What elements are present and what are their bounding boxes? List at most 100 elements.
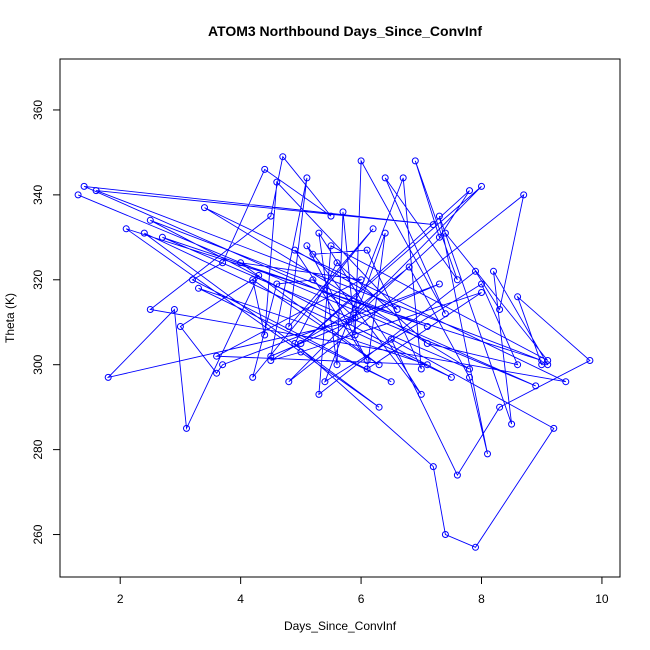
- data-point: [435, 233, 443, 241]
- data-point: [472, 267, 479, 275]
- x-tick-label: 10: [595, 592, 609, 606]
- y-tick-label: 260: [31, 524, 45, 544]
- plot-frame: [59, 58, 621, 578]
- data-marks: [74, 153, 594, 551]
- data-point: [466, 365, 473, 373]
- data-point: [261, 331, 269, 339]
- data-point: [291, 340, 299, 347]
- data-point: [429, 463, 437, 471]
- data-point: [369, 225, 377, 233]
- data-point: [393, 306, 401, 313]
- x-tick-label: 8: [478, 592, 485, 606]
- data-point: [249, 276, 257, 284]
- data-point: [333, 361, 341, 369]
- data-point: [170, 306, 178, 313]
- data-point: [363, 246, 371, 254]
- data-point: [333, 259, 341, 267]
- x-axis-label: Days_Since_ConvInf: [284, 619, 397, 633]
- data-point: [562, 378, 570, 386]
- data-point: [176, 323, 184, 330]
- data-point: [315, 390, 323, 398]
- data-point: [466, 187, 473, 195]
- data-point: [279, 153, 287, 161]
- data-point: [478, 280, 485, 288]
- data-point: [441, 310, 449, 318]
- data-point: [532, 382, 540, 390]
- data-point: [183, 424, 190, 432]
- x-tick-label: 2: [117, 592, 124, 606]
- data-point: [285, 323, 293, 330]
- data-point: [122, 225, 130, 233]
- data-point: [423, 361, 431, 369]
- data-point: [363, 365, 371, 373]
- data-point: [321, 378, 329, 386]
- data-point: [285, 378, 293, 386]
- data-point: [496, 403, 504, 411]
- data-point: [80, 182, 88, 190]
- data-point: [466, 373, 473, 381]
- series-line: [77, 155, 591, 548]
- data-point: [189, 276, 196, 284]
- data-point: [140, 229, 148, 237]
- data-point: [472, 543, 479, 551]
- data-point: [538, 361, 546, 369]
- data-point: [586, 357, 594, 364]
- y-tick-label: 320: [31, 269, 45, 289]
- data-point: [201, 204, 208, 212]
- data-point: [399, 174, 407, 182]
- chart-title: ATOM3 Northbound Days_Since_ConvInf: [208, 23, 482, 39]
- data-point: [267, 352, 275, 360]
- y-tick-label: 340: [31, 185, 45, 205]
- y-axis-label: Theta (K): [3, 293, 17, 343]
- data-point: [291, 246, 299, 254]
- data-point: [387, 378, 395, 386]
- data-point: [514, 293, 522, 301]
- y-tick-label: 300: [31, 354, 45, 374]
- data-point: [297, 348, 305, 356]
- data-point: [315, 229, 323, 237]
- data-point: [405, 263, 413, 271]
- data-point: [351, 306, 359, 313]
- data-point: [345, 318, 353, 326]
- data-point: [447, 373, 455, 381]
- data-point: [435, 280, 443, 288]
- data-point: [417, 365, 425, 373]
- data-point: [550, 424, 558, 432]
- data-point: [74, 191, 82, 199]
- data-point: [92, 187, 100, 195]
- data-point: [435, 212, 443, 220]
- data-point: [381, 229, 389, 237]
- data-point: [478, 182, 485, 190]
- data-point: [158, 233, 166, 241]
- data-point: [357, 276, 365, 284]
- data-point: [363, 357, 371, 364]
- data-point: [327, 212, 335, 220]
- data-point: [351, 331, 359, 339]
- axis-ticks: 2 4 6 8 10 260 280 300 320 340 360: [31, 100, 609, 606]
- data-point: [273, 280, 281, 288]
- data-point: [351, 314, 359, 322]
- x-tick-label: 6: [358, 592, 365, 606]
- data-point: [496, 306, 504, 313]
- data-point: [417, 390, 425, 398]
- data-point: [219, 361, 227, 369]
- data-point: [357, 157, 365, 165]
- data-point: [303, 242, 311, 250]
- data-point: [411, 157, 419, 165]
- data-point: [303, 174, 311, 182]
- data-point: [375, 361, 383, 369]
- data-point: [309, 250, 317, 258]
- data-point: [441, 229, 449, 237]
- data-point: [429, 221, 437, 229]
- x-tick-label: 4: [237, 592, 244, 606]
- data-point: [520, 191, 528, 199]
- data-point: [514, 361, 522, 369]
- data-point: [195, 284, 202, 292]
- data-point: [327, 242, 335, 250]
- data-point: [453, 276, 461, 284]
- data-point: [381, 174, 389, 182]
- data-point: [453, 471, 461, 479]
- data-point: [423, 323, 431, 330]
- data-point: [213, 352, 221, 360]
